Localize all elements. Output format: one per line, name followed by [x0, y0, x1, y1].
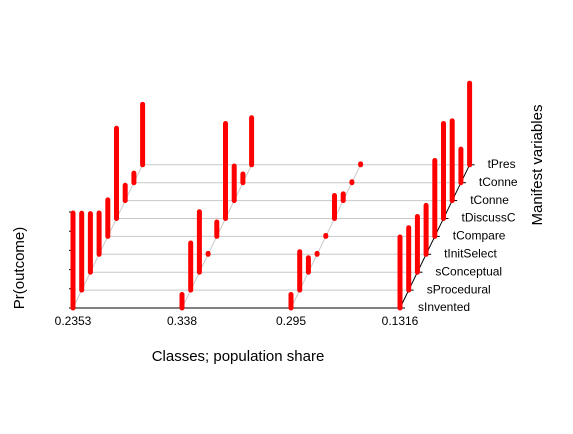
x-tick-label: 0.338	[167, 314, 197, 328]
x-tick-label: 0.2353	[55, 314, 92, 328]
y-tick-label: tPres	[488, 157, 516, 171]
x-tick-label: 0.295	[276, 314, 306, 328]
x-tick-label: 0.1316	[382, 314, 419, 328]
y-tick-label: sProcedural	[427, 282, 491, 296]
y-tick-label: tConne	[470, 193, 509, 207]
y-tick-label: tInitSelect	[444, 246, 497, 260]
z-axis-title: Pr(outcome)	[11, 227, 28, 310]
y-tick-label: sInvented	[418, 300, 470, 314]
x-axis-title: Classes; population share	[152, 348, 325, 365]
y-tick-label: tCompare	[453, 229, 506, 243]
y-tick-label: tConne	[479, 175, 518, 189]
y-axis-title: Manifest variables	[529, 105, 546, 226]
y-tick-label: tDiscussC	[462, 211, 516, 225]
y-tick-label: sConceptual	[435, 264, 502, 278]
